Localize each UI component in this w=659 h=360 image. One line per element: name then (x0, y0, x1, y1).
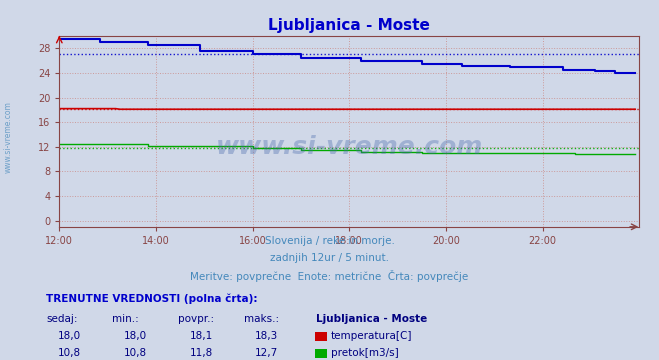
Text: www.si-vreme.com: www.si-vreme.com (3, 101, 13, 173)
Text: Slovenija / reke in morje.: Slovenija / reke in morje. (264, 236, 395, 246)
Text: 12,7: 12,7 (255, 348, 279, 358)
Text: TRENUTNE VREDNOSTI (polna črta):: TRENUTNE VREDNOSTI (polna črta): (46, 293, 258, 304)
Text: 18,1: 18,1 (189, 331, 213, 341)
Text: 18,3: 18,3 (255, 331, 279, 341)
Text: maks.:: maks.: (244, 314, 279, 324)
Text: zadnjih 12ur / 5 minut.: zadnjih 12ur / 5 minut. (270, 253, 389, 263)
Text: min.:: min.: (112, 314, 139, 324)
Text: Meritve: povprečne  Enote: metrične  Črta: povprečje: Meritve: povprečne Enote: metrične Črta:… (190, 270, 469, 282)
Text: temperatura[C]: temperatura[C] (331, 331, 413, 341)
Text: 18,0: 18,0 (57, 331, 81, 341)
Text: sedaj:: sedaj: (46, 314, 78, 324)
Text: 10,8: 10,8 (57, 348, 81, 358)
Text: pretok[m3/s]: pretok[m3/s] (331, 348, 399, 358)
Text: www.si-vreme.com: www.si-vreme.com (215, 135, 483, 159)
Text: 18,0: 18,0 (123, 331, 147, 341)
Text: povpr.:: povpr.: (178, 314, 214, 324)
Title: Ljubljanica - Moste: Ljubljanica - Moste (268, 18, 430, 33)
Text: 10,8: 10,8 (123, 348, 147, 358)
Text: Ljubljanica - Moste: Ljubljanica - Moste (316, 314, 428, 324)
Text: 11,8: 11,8 (189, 348, 213, 358)
